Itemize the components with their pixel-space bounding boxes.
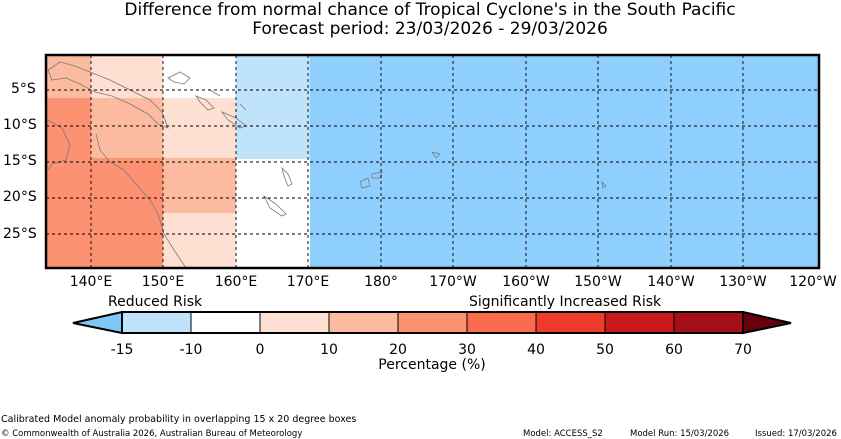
gridlines (46, 55, 819, 268)
colorbar-tick: 0 (255, 342, 265, 358)
region-box-k (236, 159, 310, 268)
coastline-shetlands (209, 89, 247, 111)
region-box-d (236, 55, 310, 159)
lat-label: 10°S (3, 117, 37, 133)
forecast-period: Forecast period: 23/03/2026 - 29/03/2026 (252, 19, 608, 39)
lon-label: 140°E (69, 274, 113, 290)
coastline-australia (47, 119, 187, 269)
lon-label: 130°W (719, 274, 767, 290)
chart-title: Difference from normal chance of Tropica… (124, 0, 736, 20)
colorbar-tick: 50 (596, 342, 614, 358)
colorbar-bin-6 (535, 311, 606, 334)
region-box-e (46, 98, 91, 268)
increased-risk-label: Significantly Increased Risk (469, 294, 662, 310)
colorbar-tick: 30 (458, 342, 476, 358)
colorbar-tick: -10 (179, 342, 203, 358)
map-frame (44, 53, 821, 270)
colorbar-tick: 60 (665, 342, 683, 358)
region-box-j (163, 213, 236, 268)
lat-label: 15°S (3, 153, 37, 169)
coastline-tonga (601, 180, 607, 189)
lon-label: 120°W (789, 274, 837, 290)
colorbar-bin-0 (121, 311, 192, 334)
colorbar-bin-4 (397, 311, 468, 334)
map-panel (44, 53, 821, 270)
lon-label: 180° (364, 274, 398, 290)
colorbar-bin-1 (190, 311, 261, 334)
colorbar-bin-8 (673, 311, 744, 334)
colorbar (72, 310, 792, 335)
lon-label: 170°E (286, 274, 330, 290)
colorbar-tick: 70 (734, 342, 752, 358)
colorbar-tick: 40 (527, 342, 545, 358)
region-box-g (163, 98, 236, 158)
lon-label: 160°E (214, 274, 258, 290)
region-box-a (46, 55, 91, 98)
coastline-new-britain (167, 71, 191, 85)
coastline-samoa (431, 151, 441, 159)
lat-label: 5°S (11, 81, 36, 97)
colorbar-bin-2 (259, 311, 330, 334)
coastline-vanuatu (281, 166, 293, 187)
region-box-c (163, 55, 236, 98)
lon-label: 170°W (429, 274, 477, 290)
colorbar-bin-5 (466, 311, 537, 334)
coastline-fiji (359, 171, 383, 189)
coastline-new-caledonia (262, 194, 287, 217)
region-box-i (163, 158, 236, 213)
colorbar-axis-label: Percentage (%) (378, 357, 486, 373)
footer-note: Calibrated Model anomaly probability in … (1, 414, 357, 425)
region-box-b (91, 55, 163, 98)
lon-label: 150°E (141, 274, 185, 290)
footer-issued: Issued: 17/03/2026 (755, 429, 837, 439)
footer-model: Model: ACCESS_S2 (523, 429, 603, 439)
coastline-solomons (220, 111, 247, 129)
lon-label: 160°W (502, 274, 550, 290)
colorbar-bin-3 (328, 311, 399, 334)
footer-model-run: Model Run: 15/03/2026 (630, 429, 730, 439)
region-box-h (91, 158, 163, 268)
region-box-f (91, 98, 163, 158)
lon-label: 140°W (647, 274, 695, 290)
lat-label: 20°S (3, 189, 37, 205)
colorbar-tick: -15 (110, 342, 134, 358)
lat-label: 25°S (3, 226, 37, 242)
footer-copyright: © Commonwealth of Australia 2026, Austra… (1, 429, 303, 439)
colorbar-bin-7 (604, 311, 675, 334)
colorbar-frame (121, 311, 744, 334)
coastline-bougainville (194, 95, 215, 111)
colorbar-over-arrow (742, 310, 792, 335)
colorbar-tick: 20 (389, 342, 407, 358)
reduced-risk-label: Reduced Risk (108, 294, 203, 310)
colorbar-tick: 10 (320, 342, 338, 358)
lon-label: 150°W (574, 274, 622, 290)
colorbar-under-arrow (72, 310, 123, 335)
